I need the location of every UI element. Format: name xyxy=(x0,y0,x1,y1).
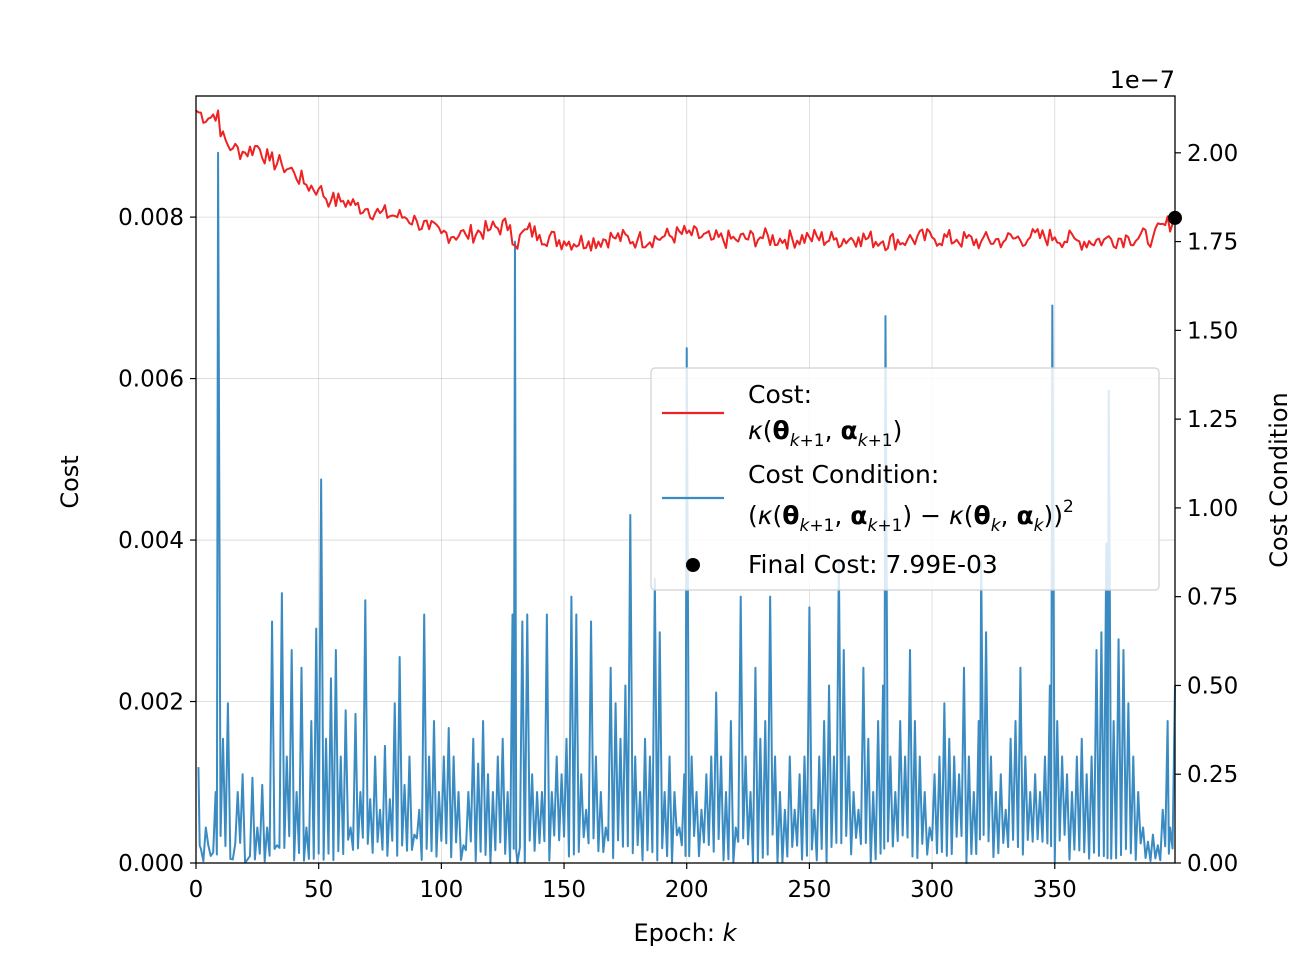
y-right-tick-label: 1.00 xyxy=(1187,496,1238,522)
x-axis-label: Epoch: k xyxy=(633,919,737,947)
x-tick-label: 0 xyxy=(189,877,204,903)
y-left-tick-label: 0.000 xyxy=(118,851,184,877)
y-right-tick-label: 0.75 xyxy=(1187,585,1238,611)
y-left-tick-label: 0.006 xyxy=(118,367,184,393)
x-tick-label: 200 xyxy=(665,877,709,903)
cost-series xyxy=(195,109,1176,252)
plot-frame xyxy=(195,95,1176,864)
y-right-ticks: 0.00 0.25 0.50 0.75 1.00 1.25 1.50 1.75 2.00 xyxy=(1175,141,1238,877)
y-right-tick-label: 0.25 xyxy=(1187,762,1238,788)
cost-condition-line xyxy=(197,151,1176,864)
legend-label-cond: Cost Condition: xyxy=(748,460,939,489)
right-offset-text: 1e−7 xyxy=(1110,66,1175,94)
y-right-tick-label: 1.50 xyxy=(1187,318,1238,344)
x-tick-label: 150 xyxy=(542,877,586,903)
cost-line xyxy=(195,109,1176,252)
y-right-tick-label: 1.75 xyxy=(1187,230,1238,256)
y-left-tick-label: 0.002 xyxy=(118,690,184,716)
y-left-tick-label: 0.004 xyxy=(118,528,184,554)
x-ticks: 0 50 100 150 200 250 300 350 xyxy=(189,863,1077,903)
x-tick-label: 350 xyxy=(1033,877,1077,903)
y-right-tick-label: 1.25 xyxy=(1187,407,1238,433)
x-axis-label-text: Epoch: xyxy=(633,919,722,947)
x-tick-label: 250 xyxy=(787,877,831,903)
y-left-axis-label: Cost xyxy=(56,455,84,508)
y-left-ticks: 0.000 0.002 0.004 0.006 0.008 xyxy=(118,205,196,877)
legend-label-cost: Cost: xyxy=(748,380,812,409)
legend-marker-final xyxy=(686,558,700,572)
y-right-tick-label: 2.00 xyxy=(1187,141,1238,167)
legend-box xyxy=(650,367,1160,591)
y-right-axis-label: Cost Condition xyxy=(1265,392,1293,568)
legend: Cost: κ(θk+1, αk+1) Cost Condition: (κ(θ… xyxy=(650,367,1160,591)
x-axis-label-var: k xyxy=(723,919,738,947)
x-tick-label: 50 xyxy=(304,877,333,903)
cost-condition-series xyxy=(197,151,1176,864)
x-tick-label: 100 xyxy=(419,877,463,903)
y-right-tick-label: 0.50 xyxy=(1187,673,1238,699)
y-right-tick-label: 0.00 xyxy=(1187,851,1238,877)
x-tick-label: 300 xyxy=(910,877,954,903)
y-left-tick-label: 0.008 xyxy=(118,205,184,231)
legend-label-final: Final Cost: 7.99E-03 xyxy=(748,550,998,579)
